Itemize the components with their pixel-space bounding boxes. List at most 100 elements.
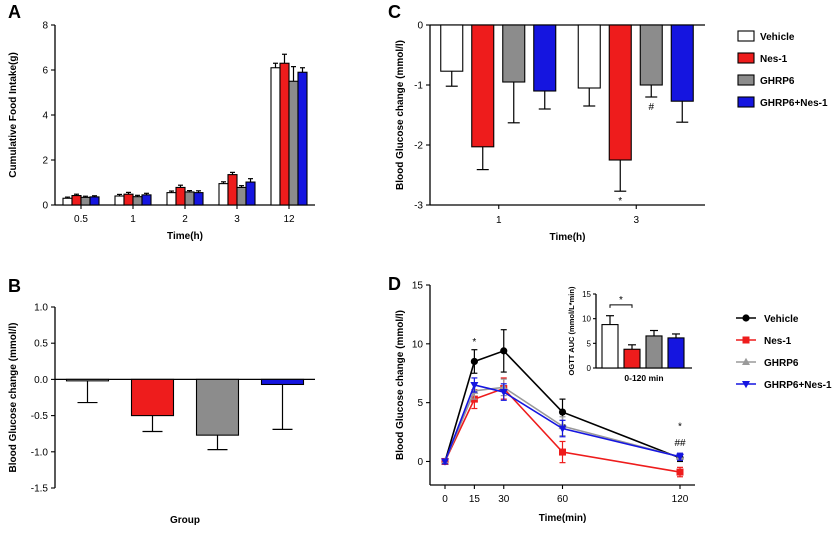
x-tick-label: 1 — [496, 215, 502, 226]
bar-ghrp6-0-5 — [80, 196, 91, 206]
x-tick-label: 30 — [498, 494, 510, 505]
x-tick-label: 120 — [672, 494, 689, 505]
inset-y-tick-label: 0 — [587, 364, 592, 373]
point-ghrp6-nes-1-120 — [676, 453, 684, 461]
panel-d: D 0 5 10 15 0 15 30 60 120 Blood Glucose change (m… — [388, 274, 695, 524]
bar-vehicle — [65, 378, 110, 382]
legend-swatch-vehicle — [737, 30, 755, 42]
y-tick-label: 10 — [412, 339, 424, 350]
point-ghrp6-nes-1-0 — [441, 458, 449, 466]
bar-ghrp6-12 — [288, 80, 299, 206]
point-ghrp6-nes-1-15 — [470, 382, 479, 390]
bar-ghrp6 — [195, 378, 240, 436]
x-tick-label: 1 — [130, 214, 136, 225]
legend-marker-ghrp6-nes-1 — [742, 381, 750, 389]
bar-nes-1-1 — [123, 193, 134, 206]
bar-ghrp6-nes-1-0-5 — [89, 196, 100, 206]
y-tick-label: -1 — [414, 81, 423, 92]
x-tick-label: 2 — [182, 214, 188, 225]
bar-ghrp6-3 — [639, 24, 663, 86]
inset-significance-bracket — [609, 304, 633, 308]
legend-label-ghrp6-nes-1: GHRP6+Nes-1 — [760, 98, 828, 109]
legend-label-ghrp6-nes-1: GHRP6+Nes-1 — [764, 380, 832, 391]
y-tick-label: 4 — [42, 111, 48, 122]
x-axis-label: Time(h) — [550, 232, 586, 243]
panel-label-b: B — [8, 276, 21, 296]
bar-nes-1-0-5 — [71, 195, 82, 206]
bar-ghrp6-2 — [184, 191, 195, 206]
y-tick-label: 0 — [417, 21, 423, 32]
bar-nes-1-2 — [175, 186, 186, 206]
point-vehicle-30 — [500, 347, 508, 355]
legend-label-nes-1: Nes-1 — [764, 336, 792, 347]
significance-mark: # — [648, 102, 654, 113]
inset-bar-ghrp6 — [645, 335, 663, 369]
bar-vehicle-3 — [218, 183, 229, 206]
y-axis-label: Cumulative Food Intake(g) — [8, 52, 19, 178]
inset-y-tick-label: 10 — [582, 315, 591, 324]
inset-significance-mark: * — [619, 295, 623, 306]
panel-b: B -1.5 -1.0 -0.5 0.0 0.5 1.0 Blood Glucose chan… — [8, 276, 315, 526]
legend-label-vehicle: Vehicle — [764, 314, 799, 325]
bar-vehicle-0-5 — [62, 197, 73, 206]
significance-mark: * — [678, 422, 682, 433]
x-tick-label: 0 — [442, 494, 448, 505]
y-axis-label: Blood Glucose change (mmol/l) — [395, 40, 406, 190]
x-axis-label: Time(min) — [539, 513, 587, 524]
point-ghrp6-nes-1-30 — [499, 389, 508, 397]
y-tick-label: -1.5 — [31, 484, 49, 495]
y-tick-label: 2 — [42, 156, 48, 167]
y-axis-label: Blood Glucose change (mmol/l) — [395, 310, 406, 460]
bar-vehicle-12 — [270, 67, 281, 206]
bar-nes-1 — [130, 378, 175, 417]
panel-c: C -3 -2 -1 0 Blood Glucose change (mmol/l) Tim… — [388, 2, 705, 243]
x-tick-label: 15 — [469, 494, 481, 505]
inset-y-axis-label: OGTT AUC (mmol/L*min) — [567, 286, 576, 375]
x-tick-label: 60 — [557, 494, 569, 505]
inset-bar-ghrp6-nes-1 — [667, 337, 685, 369]
legend-swatch-ghrp6-nes-1 — [737, 96, 755, 108]
y-axis-label: Blood Glucose change (mmol/l) — [8, 322, 19, 472]
point-vehicle-15 — [470, 357, 478, 366]
inset-bar-vehicle — [601, 324, 619, 369]
panel-label-c: C — [388, 2, 401, 22]
x-tick-label: 12 — [283, 214, 295, 225]
y-tick-label: 0 — [417, 457, 423, 468]
point-nes-1-120 — [676, 468, 684, 476]
legend-marker-nes-1 — [742, 336, 750, 344]
significance-mark: * — [472, 337, 476, 348]
legend-label-ghrp6: GHRP6 — [760, 76, 795, 87]
y-tick-label: -1.0 — [31, 447, 49, 458]
y-tick-label: -0.5 — [31, 411, 49, 422]
y-tick-label: 0.5 — [34, 339, 48, 350]
bar-ghrp6-3 — [236, 186, 247, 206]
x-axis-label: Group — [170, 515, 200, 526]
y-tick-label: -2 — [414, 141, 423, 152]
bar-vehicle-2 — [166, 192, 177, 206]
legend-d: Vehicle Nes-1 GHRP6 GHRP6+Nes-1 — [736, 314, 832, 391]
legend-swatch-nes-1 — [737, 52, 755, 64]
y-tick-label: 15 — [412, 281, 424, 292]
y-tick-label: 1.0 — [34, 303, 48, 314]
y-tick-label: 0 — [42, 201, 48, 212]
legend-c: Vehicle Nes-1 GHRP6 GHRP6+Nes-1 — [737, 30, 828, 109]
bar-nes-1-1 — [471, 24, 495, 148]
y-tick-label: -3 — [414, 201, 423, 212]
x-axis-label: Time(h) — [167, 231, 203, 242]
panel-label-a: A — [8, 2, 21, 22]
legend-marker-ghrp6 — [742, 357, 750, 365]
bar-ghrp6-1 — [502, 24, 526, 83]
point-ghrp6-nes-1-60 — [558, 425, 567, 433]
bar-nes-1-3 — [227, 174, 238, 206]
legend-marker-vehicle — [742, 314, 750, 322]
bar-nes-1-3 — [608, 24, 632, 161]
bar-ghrp6-1 — [132, 196, 143, 206]
x-tick-label: 3 — [633, 215, 639, 226]
bar-ghrp6-nes-1-3 — [245, 181, 256, 206]
point-nes-1-60 — [559, 448, 566, 456]
x-tick-label: 3 — [234, 214, 240, 225]
bar-vehicle-3 — [577, 24, 601, 89]
legend-label-ghrp6: GHRP6 — [764, 358, 799, 369]
legend-swatch-ghrp6 — [737, 74, 755, 86]
